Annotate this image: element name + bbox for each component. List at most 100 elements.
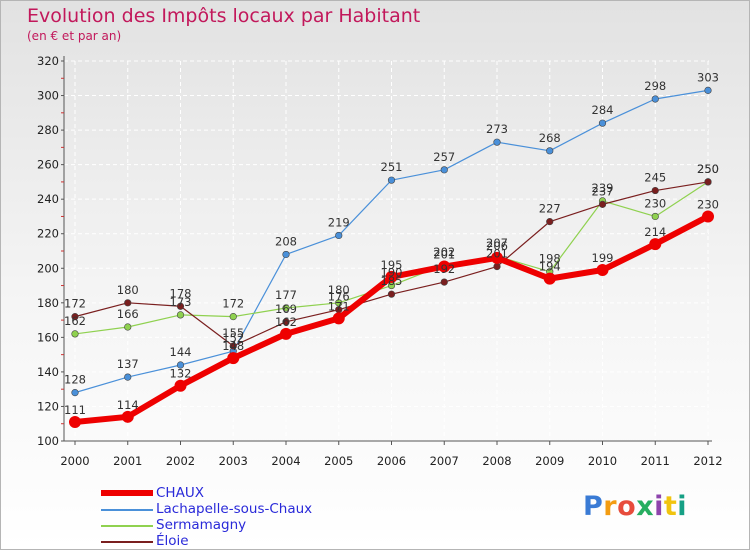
data-point xyxy=(440,278,448,286)
data-label: 257 xyxy=(433,150,455,164)
x-tick-label: 2008 xyxy=(482,454,511,468)
data-point xyxy=(440,166,448,174)
data-label: 132 xyxy=(170,367,192,381)
logo-letter: x xyxy=(636,491,655,522)
data-label: 202 xyxy=(433,245,455,259)
data-label: 239 xyxy=(592,181,614,195)
data-point xyxy=(387,176,396,184)
y-tick-label: 140 xyxy=(37,365,59,379)
data-label: 162 xyxy=(64,314,86,328)
data-point xyxy=(282,318,290,326)
data-point xyxy=(704,178,712,186)
data-point xyxy=(651,212,659,221)
legend-label: Éloie xyxy=(156,533,189,549)
legend-swatch-sermamagny xyxy=(101,525,153,527)
logo-letter: i xyxy=(654,491,664,522)
data-label: 177 xyxy=(275,288,297,302)
x-tick-label: 2006 xyxy=(377,454,406,468)
data-point xyxy=(124,323,132,331)
data-label: 176 xyxy=(328,290,350,304)
data-point xyxy=(124,373,132,381)
data-point xyxy=(387,290,396,298)
data-label: 144 xyxy=(170,345,192,359)
data-point xyxy=(227,352,240,365)
logo-letter: t xyxy=(663,491,678,522)
y-tick-label: 220 xyxy=(37,227,59,241)
x-tick-label: 2001 xyxy=(113,454,142,468)
data-label: 219 xyxy=(328,215,350,229)
data-point xyxy=(438,260,451,273)
data-point xyxy=(335,231,343,240)
data-label: 207 xyxy=(486,236,508,250)
legend-label: Lachapelle-sous-Chaux xyxy=(156,501,313,517)
data-label: 201 xyxy=(433,248,455,262)
data-label: 303 xyxy=(697,70,719,84)
data-point xyxy=(176,311,185,319)
y-tick-label: 160 xyxy=(37,330,59,344)
data-point xyxy=(491,251,503,264)
data-label: 214 xyxy=(644,225,666,239)
data-point xyxy=(385,270,398,283)
data-label: 155 xyxy=(222,326,244,340)
data-label: 201 xyxy=(486,247,508,261)
y-tick-label: 100 xyxy=(37,434,59,448)
data-point xyxy=(493,262,501,271)
legend-swatch-chaux xyxy=(101,490,153,496)
x-tick-label: 2011 xyxy=(641,454,670,468)
data-point xyxy=(176,361,185,369)
data-label: 152 xyxy=(222,331,244,345)
data-point xyxy=(176,302,185,310)
data-point xyxy=(651,95,659,103)
data-label: 230 xyxy=(644,196,666,210)
data-point xyxy=(71,313,79,321)
data-point xyxy=(71,389,79,397)
data-label: 227 xyxy=(539,202,561,216)
x-tick-label: 2010 xyxy=(588,454,617,468)
chart-subtitle: (en € et par an) xyxy=(27,29,122,43)
data-label: 198 xyxy=(539,252,561,266)
data-point xyxy=(332,312,345,325)
data-point xyxy=(546,147,554,155)
data-point xyxy=(651,186,659,195)
logo-letter: i xyxy=(677,491,688,522)
legend-label: CHAUX xyxy=(156,485,204,501)
data-point xyxy=(124,299,132,307)
data-point xyxy=(704,86,712,94)
data-point xyxy=(121,410,134,423)
data-label: 171 xyxy=(328,299,350,313)
chart-title: Evolution des Impôts locaux par Habitant xyxy=(27,5,421,27)
data-label: 284 xyxy=(592,103,614,117)
data-point xyxy=(493,138,501,146)
data-label: 192 xyxy=(433,262,455,276)
logo-letter: o xyxy=(617,491,637,522)
y-tick-label: 240 xyxy=(37,192,59,206)
data-label: 172 xyxy=(222,297,244,311)
data-label: 273 xyxy=(486,122,508,136)
data-label: 169 xyxy=(275,302,297,316)
data-label: 111 xyxy=(64,403,86,417)
data-label: 178 xyxy=(170,286,192,300)
data-point xyxy=(69,416,81,428)
legend-swatch-lachapelle xyxy=(101,509,153,511)
data-label: 199 xyxy=(592,251,614,265)
data-point xyxy=(282,304,290,312)
data-label: 114 xyxy=(117,398,139,412)
x-tick-label: 2000 xyxy=(60,454,89,468)
data-point xyxy=(229,342,237,350)
data-point xyxy=(229,313,237,321)
x-tick-label: 2002 xyxy=(166,454,195,468)
data-label: 250 xyxy=(697,162,719,176)
logo-letter: P xyxy=(583,491,604,522)
data-label: 172 xyxy=(64,297,86,311)
data-point xyxy=(335,299,343,307)
data-label: 208 xyxy=(275,234,297,248)
y-tick-label: 180 xyxy=(37,296,59,310)
data-label: 148 xyxy=(222,339,244,353)
x-tick-label: 2007 xyxy=(430,454,459,468)
data-label: 206 xyxy=(486,239,508,253)
legend-label: Sermamagny xyxy=(156,517,247,533)
data-label: 190 xyxy=(381,266,403,280)
x-tick-label: 2005 xyxy=(324,454,353,468)
data-point xyxy=(596,264,609,276)
